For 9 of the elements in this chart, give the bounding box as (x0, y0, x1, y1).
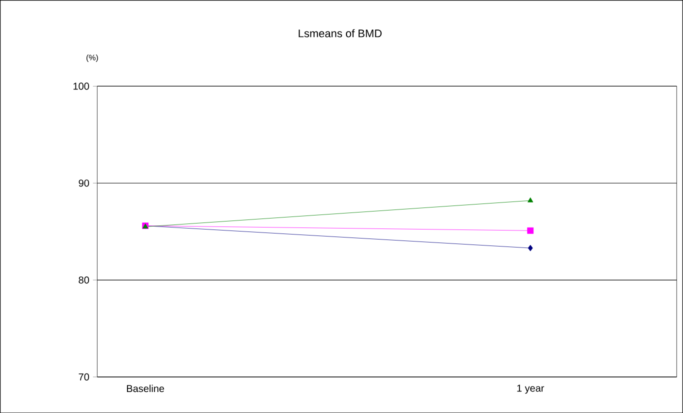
point (528, 244, 533, 252)
x-tick-label: Baseline (127, 384, 164, 392)
chart-title: Lsmeans of BMD (298, 29, 382, 38)
y-tick-label: 80 (78, 276, 90, 284)
y-tick-label: 90 (78, 179, 90, 187)
x-tick-label: 1 year (517, 384, 544, 394)
y-tick-label: 100 (74, 82, 90, 90)
y-tick-label: 70 (78, 373, 90, 380)
point (527, 227, 534, 234)
